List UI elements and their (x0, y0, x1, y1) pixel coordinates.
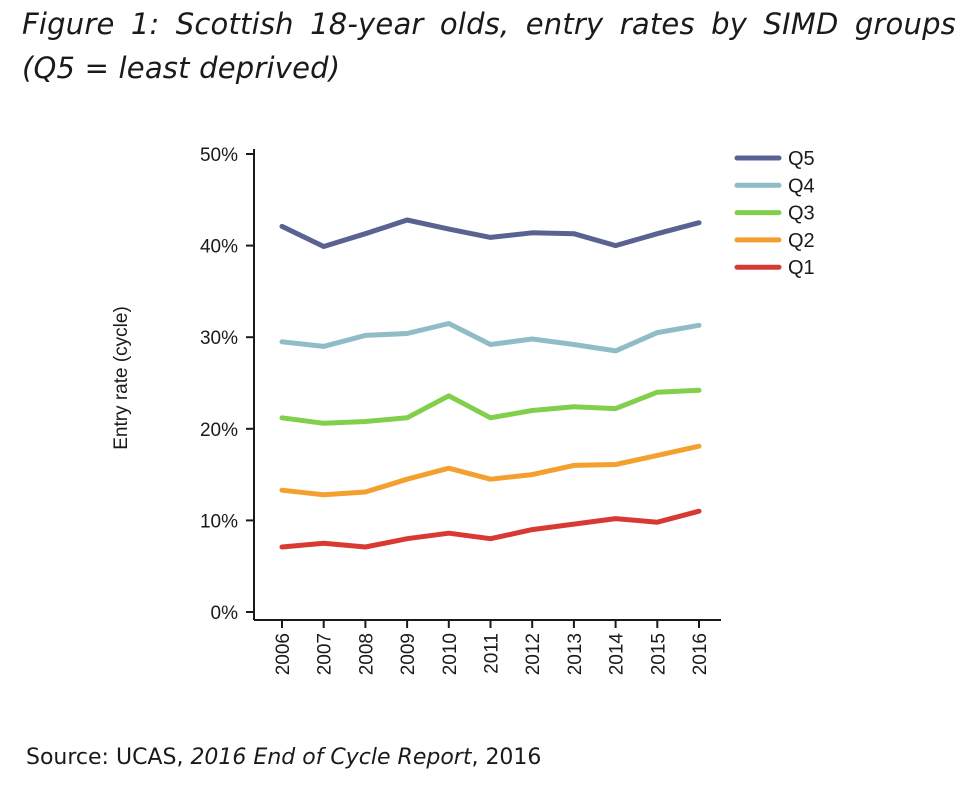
x-tick-label: 2016 (690, 633, 711, 675)
x-tick-label: 2008 (356, 633, 377, 675)
series-line-q5 (279, 217, 702, 249)
x-tick-label: 2015 (648, 633, 669, 675)
x-ticks: 2006 2007 2008 2009 2010 2011 2012 2013 2014 2015… (273, 620, 711, 675)
y-tick-label: 40% (200, 237, 238, 258)
y-tick-label: 30% (200, 328, 238, 349)
figure-title: Figure 1: Scottish 18-year olds, entry r… (22, 7, 956, 85)
source-publication: 2016 End of Cycle Report (190, 745, 472, 770)
legend-label-q2: Q2 (788, 230, 815, 252)
y-axis-title: Entry rate (cycle) (111, 306, 132, 450)
legend-label-q5: Q5 (788, 148, 815, 170)
series-line-q3 (279, 387, 702, 426)
x-tick-label: 2009 (398, 633, 419, 675)
y-tick-label: 10% (200, 511, 238, 532)
y-ticks: 0% 10% 20% 30% 40% 50% (200, 145, 254, 624)
legend-label-q4: Q4 (788, 175, 815, 197)
y-tick-label: 0% (211, 603, 239, 624)
source-note: Source: UCAS, 2016 End of Cycle Report, … (26, 745, 541, 770)
series-lines (279, 217, 702, 550)
legend-label-q3: Q3 (788, 203, 815, 225)
y-tick-label: 20% (200, 420, 238, 441)
series-line-q2 (279, 443, 702, 498)
x-tick-label: 2014 (607, 633, 628, 676)
x-tick-label: 2006 (273, 633, 294, 675)
series-line-q4 (279, 321, 702, 354)
y-tick-label: 50% (200, 145, 238, 166)
legend: Q5 Q4 Q3 Q2 Q1 (734, 148, 815, 279)
legend-label-q1: Q1 (788, 257, 815, 279)
x-tick-label: 2013 (565, 633, 586, 675)
x-tick-label: 2012 (523, 633, 544, 675)
x-tick-label: 2010 (440, 633, 461, 675)
source-prefix: Source: UCAS, (26, 745, 191, 770)
x-tick-label: 2011 (482, 633, 503, 674)
x-tick-label: 2007 (315, 633, 336, 675)
series-line-q1 (279, 508, 702, 550)
source-suffix: , 2016 (471, 745, 542, 770)
